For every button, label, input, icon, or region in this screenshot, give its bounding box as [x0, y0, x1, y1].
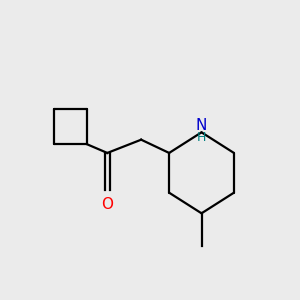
Text: O: O — [101, 197, 113, 212]
Text: N: N — [196, 118, 207, 134]
Text: H: H — [197, 131, 206, 144]
